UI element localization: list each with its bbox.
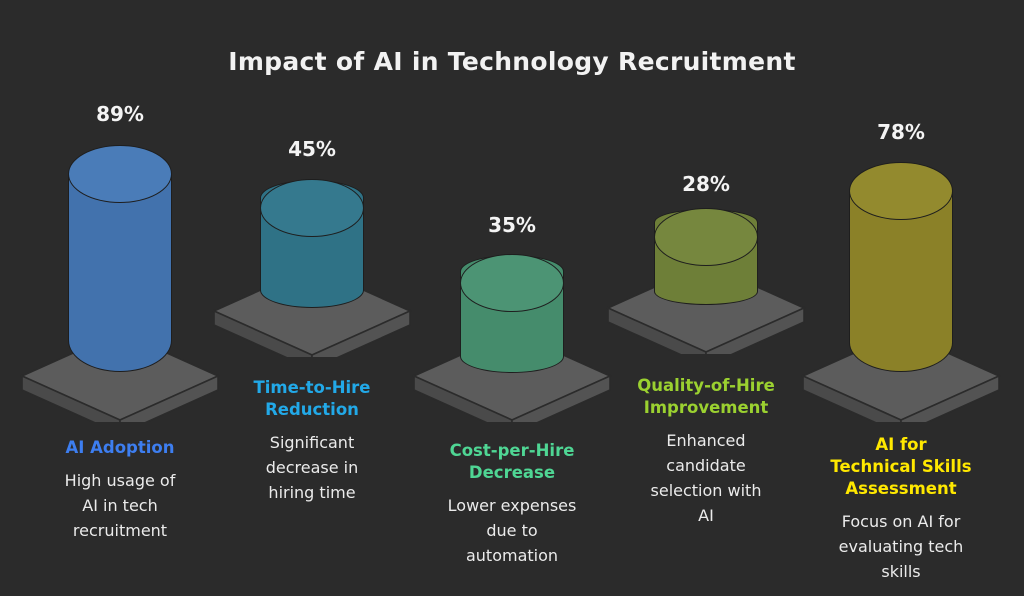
desc-line: candidate [666,456,746,475]
title-line: Technical Skills [830,457,972,476]
desc-line: Lower expenses [447,496,577,515]
desc-line: evaluating tech [838,537,964,556]
cylinder-top-5 [849,162,953,220]
column-label-block-2: Time-to-Hire Reduction Significant decre… [192,377,432,505]
desc-line: hiring time [268,483,356,502]
column-description-3: Lower expenses due to automation [392,493,632,568]
column-label-block-1: AI Adoption High usage of AI in tech rec… [0,437,240,543]
desc-line: Enhanced [666,431,746,450]
column-title-3: Cost-per-Hire Decrease [392,440,632,484]
cylinder-base-5 [801,330,1001,422]
title-line: Improvement [643,398,769,417]
column-description-2: Significant decrease in hiring time [192,430,432,505]
cylinder-top-2 [260,179,364,237]
cylinder-top-4 [654,208,758,266]
desc-line: due to [486,521,538,540]
cylinder-base-1 [20,330,220,422]
column-title-4: Quality-of-Hire Improvement [586,375,826,419]
desc-line: Focus on AI for [841,512,961,531]
desc-line: skills [881,562,921,581]
cylinder-top-3 [460,254,564,312]
column-label-block-5: AI for Technical Skills Assessment Focus… [781,434,1021,584]
desc-line: selection with [650,481,762,500]
column-title-5: AI for Technical Skills Assessment [781,434,1021,500]
value-label-4: 28% [682,172,730,196]
desc-line: recruitment [72,521,168,540]
desc-line: Significant [269,433,355,452]
desc-line: AI in tech [82,496,158,515]
desc-line: AI [698,506,714,525]
desc-line: High usage of [64,471,176,490]
value-label-3: 35% [488,213,536,237]
title-line: Quality-of-Hire [637,376,775,395]
desc-line: decrease in [265,458,359,477]
title-line: AI for [875,435,927,454]
value-label-5: 78% [877,120,925,144]
column-label-block-4: Quality-of-Hire Improvement Enhanced can… [586,375,826,528]
column-title-1: AI Adoption [65,438,175,457]
title-line: Reduction [265,400,359,419]
cylinder-bar-1 [68,145,172,372]
column-label-block-3: Cost-per-Hire Decrease Lower expenses du… [392,440,632,568]
cylinder-bar-2 [260,179,364,308]
cylinder-top-1 [68,145,172,203]
title-line: Assessment [845,479,957,498]
title-line: Decrease [468,463,556,482]
title-line: Cost-per-Hire [449,441,575,460]
column-description-4: Enhanced candidate selection with AI [586,428,826,528]
column-description-1: High usage of AI in tech recruitment [0,468,240,543]
cylinder-bar-5 [849,162,953,372]
value-label-2: 45% [288,137,336,161]
column-description-5: Focus on AI for evaluating tech skills [781,509,1021,584]
chart-title: Impact of AI in Technology Recruitment [228,47,796,76]
title-line: Time-to-Hire [253,378,371,397]
column-title-2: Time-to-Hire Reduction [192,377,432,421]
desc-line: automation [465,546,559,565]
cylinder-bar-3 [460,254,564,373]
cylinder-bar-4 [654,208,758,305]
value-label-1: 89% [96,102,144,126]
